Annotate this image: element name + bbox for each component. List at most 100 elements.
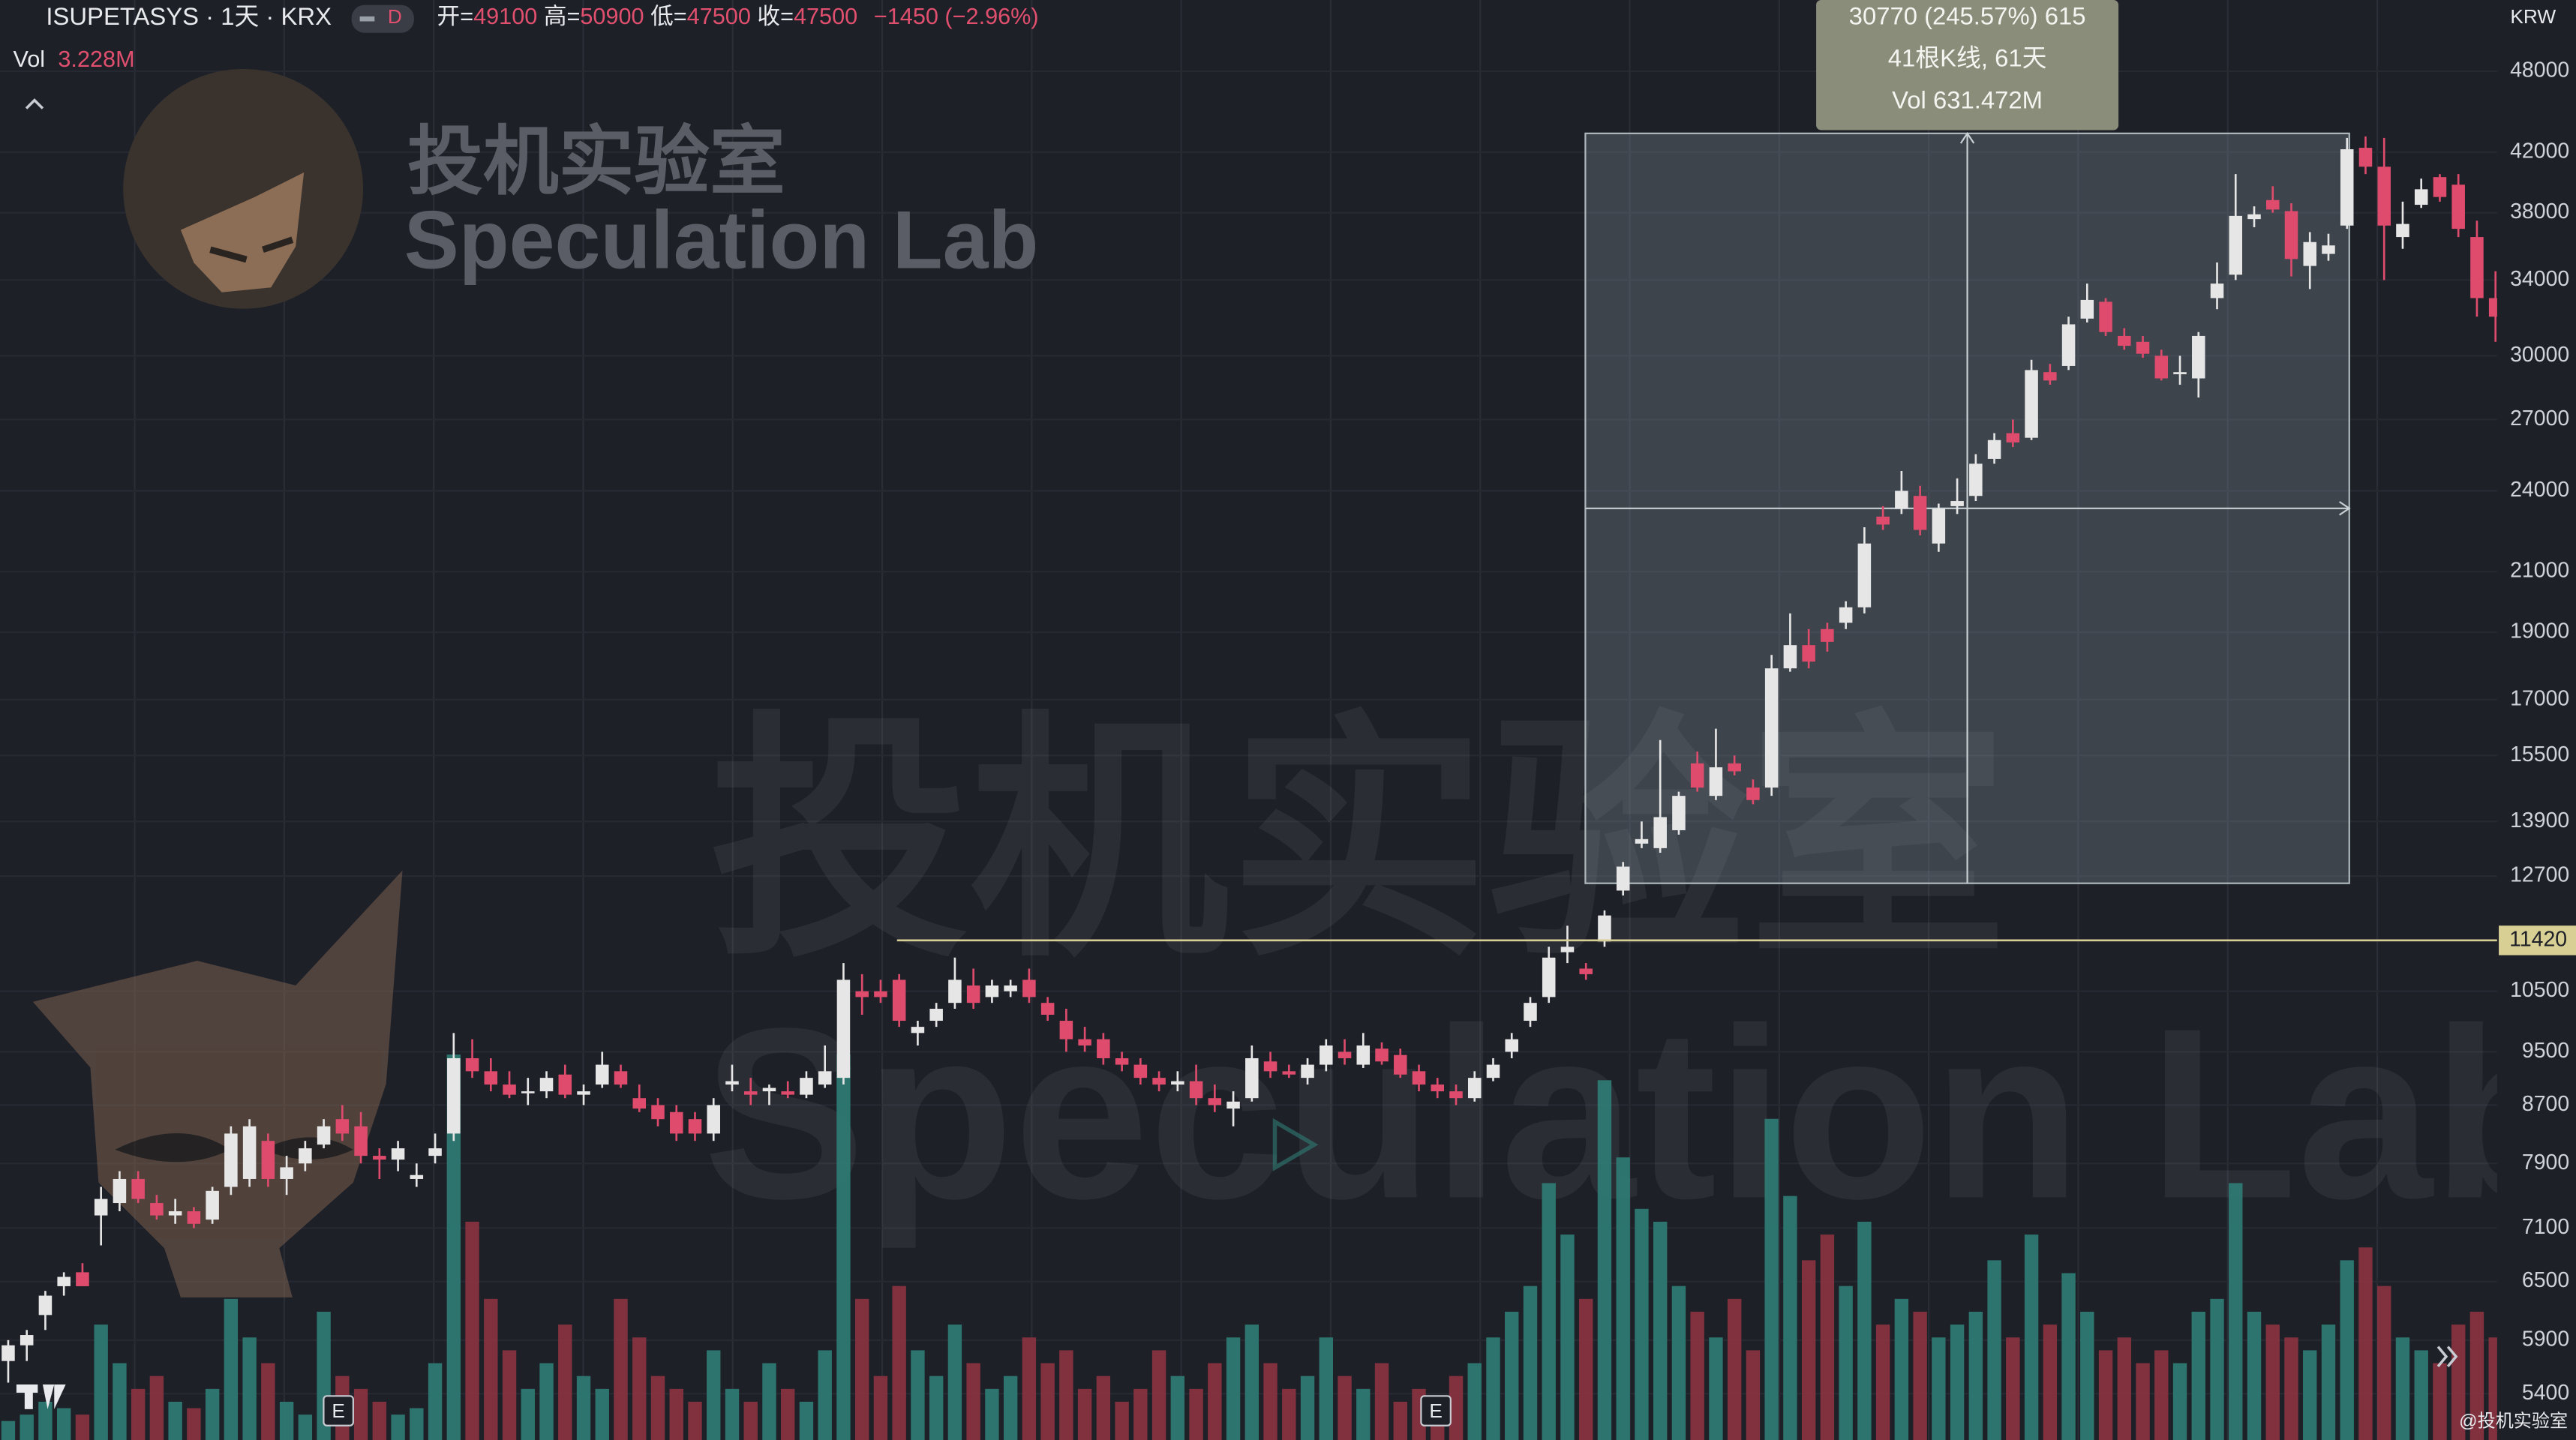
volume-bar [113,1363,127,1440]
candle-body [2322,245,2335,254]
volume-bar [595,1388,609,1440]
candle-body [632,1098,647,1109]
candle-body [1171,1081,1184,1085]
y-tick-label: 5400 [2522,1381,2569,1405]
candle-body [1226,1101,1240,1109]
candle-body [1950,501,1964,506]
candle-body [855,991,869,998]
volume-bar [2154,1350,2169,1440]
price-line-label: 11420 [2509,927,2567,951]
volume-bar [1189,1388,1203,1440]
candle-body [1245,1058,1259,1099]
volume-bar [1875,1324,1890,1440]
tv-logo[interactable] [16,1384,66,1409]
volume-bar [2172,1363,2187,1440]
candle-body [1690,763,1704,788]
low-label: 低= [650,4,687,29]
candle-body [2025,370,2038,438]
volume-bar [836,1054,851,1440]
volume-bar [1282,1388,1296,1440]
candle-body [2470,237,2484,298]
change-value: −1450 (−2.96%) [874,4,1039,29]
candle-body [948,980,962,1004]
candle-body [2265,200,2280,210]
interval-pill[interactable] [351,4,414,33]
candle-body [317,1126,331,1145]
volume-bar [725,1388,740,1440]
candle-body [2192,335,2205,379]
candle-body [1375,1048,1389,1062]
volume-bar [650,1376,665,1440]
candle-body [2451,184,2465,230]
volume-bar [1,1420,16,1440]
volume-bar [205,1388,220,1440]
candle-body [818,1071,832,1085]
volume-bar [1542,1183,1556,1440]
candle-body [1431,1084,1445,1092]
y-tick-label: 8700 [2522,1092,2569,1116]
earnings-label: E [1429,1400,1443,1422]
volume-bar [1820,1234,1835,1440]
candle-body [373,1156,386,1160]
currency[interactable]: KRW [2510,5,2556,28]
volume-bar [1635,1208,1649,1440]
volume-bar [2061,1273,2076,1440]
y-tick-label: 48000 [2510,58,2569,82]
low-value: 47500 [687,4,751,29]
candle-body [2210,284,2224,298]
candle-body [428,1148,442,1156]
candle-body [1152,1078,1166,1085]
candle-body [911,1027,925,1034]
candle-body [1412,1071,1426,1085]
earnings-marker[interactable]: E [1420,1395,1452,1426]
candle-body [1857,543,1872,608]
volume-bar [854,1298,869,1440]
collapse-button[interactable] [25,98,44,110]
volume-bar [2321,1324,2336,1440]
volume-bar [1839,1286,1853,1440]
earnings-marker[interactable]: E [323,1395,354,1426]
volume-bar [1690,1311,1704,1440]
volume-label: Vol [14,46,46,72]
volume-bar [818,1350,832,1440]
volume-bar [1801,1260,1816,1440]
volume-bar [2210,1298,2224,1440]
candle-body [1338,1052,1352,1058]
volume-bar [1393,1401,1407,1440]
candle-body [1356,1045,1371,1065]
volume-bar [38,1401,53,1440]
volume-bar [1059,1350,1073,1440]
volume-bar [632,1337,647,1440]
logo-circle [123,68,364,309]
volume-bar [410,1408,424,1440]
credit: @投机实验室 [2459,1412,2568,1432]
candle-body [503,1084,516,1095]
candle-body [1709,767,1723,796]
candle-body [1097,1039,1110,1058]
scroll-right[interactable] [2436,1346,2458,1368]
volume-bar [298,1414,313,1440]
candle-body [743,1091,758,1095]
volume-bar [2284,1337,2298,1440]
candle-body [577,1091,590,1095]
y-tick-label: 27000 [2510,406,2569,430]
candle-body [150,1203,164,1216]
candle-body [1821,628,1834,642]
volume-bar [1913,1311,1927,1440]
volume-bar [892,1286,906,1440]
measure-layer [1584,131,2351,884]
earnings-box [323,1395,354,1426]
volume-bar [2247,1311,2262,1440]
volume-bar [2395,1337,2410,1440]
volume-bar [1857,1221,1872,1440]
candle-body [2118,335,2131,346]
candle-body [1802,645,1815,662]
volume-bar [558,1324,572,1440]
ohlc: 开=49100 高=50900 低=47500 收=47500 −1450 (−… [437,4,1039,29]
volume-bar [2303,1350,2317,1440]
volume-bar [1151,1350,1166,1440]
